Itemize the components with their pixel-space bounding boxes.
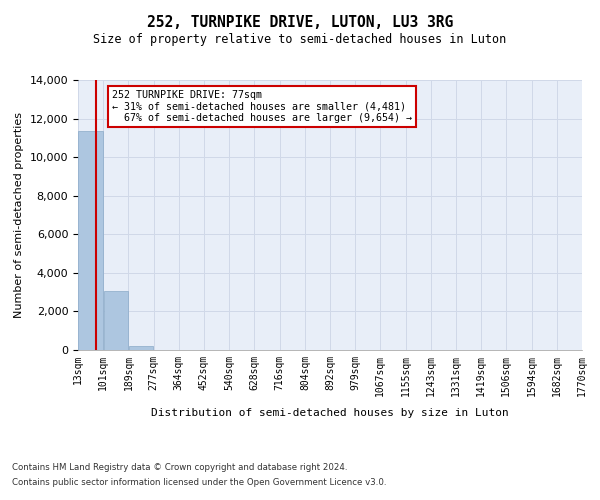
Text: Distribution of semi-detached houses by size in Luton: Distribution of semi-detached houses by … <box>151 408 509 418</box>
Text: Contains HM Land Registry data © Crown copyright and database right 2024.: Contains HM Land Registry data © Crown c… <box>12 463 347 472</box>
Text: 252, TURNPIKE DRIVE, LUTON, LU3 3RG: 252, TURNPIKE DRIVE, LUTON, LU3 3RG <box>147 15 453 30</box>
Bar <box>129 346 154 350</box>
Y-axis label: Number of semi-detached properties: Number of semi-detached properties <box>14 112 24 318</box>
Bar <box>104 291 128 350</box>
Bar <box>78 131 103 350</box>
Text: Size of property relative to semi-detached houses in Luton: Size of property relative to semi-detach… <box>94 34 506 46</box>
Text: 252 TURNPIKE DRIVE: 77sqm
← 31% of semi-detached houses are smaller (4,481)
  67: 252 TURNPIKE DRIVE: 77sqm ← 31% of semi-… <box>112 90 412 123</box>
Text: Contains public sector information licensed under the Open Government Licence v3: Contains public sector information licen… <box>12 478 386 487</box>
